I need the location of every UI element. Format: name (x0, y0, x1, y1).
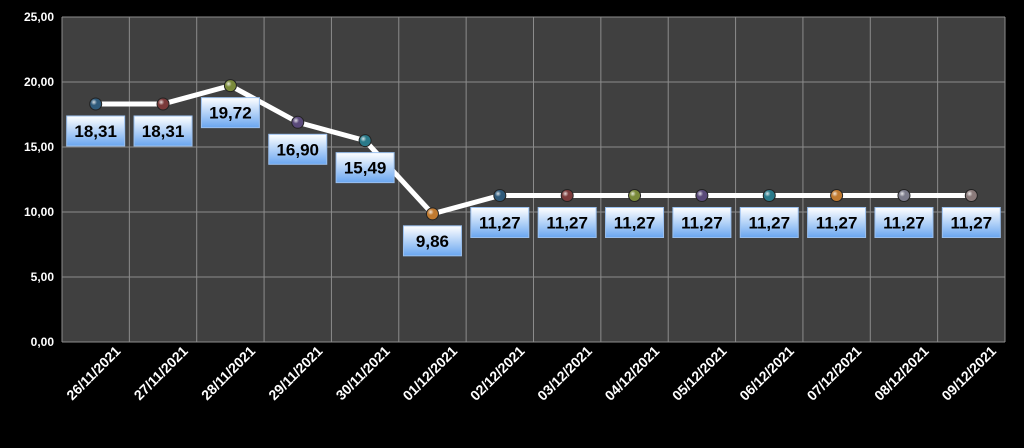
data-label: 18,31 (133, 115, 193, 147)
data-point-shine (897, 189, 910, 202)
data-label: 11,27 (807, 206, 867, 238)
data-label: 11,27 (941, 206, 1001, 238)
data-label-text: 16,90 (276, 140, 319, 159)
y-tick-label: 0,00 (31, 335, 55, 349)
data-label-box (739, 206, 799, 238)
data-label-text: 11,27 (681, 213, 723, 232)
data-point (964, 188, 978, 202)
data-label-text: 11,27 (546, 213, 588, 232)
data-point-shine (493, 189, 506, 202)
data-point-shine (157, 97, 170, 110)
data-point (425, 207, 439, 221)
data-label-text: 11,27 (951, 213, 993, 232)
data-label-text: 18,31 (74, 122, 117, 141)
data-label: 11,27 (672, 206, 732, 238)
data-label: 9,86 (402, 225, 462, 257)
y-tick-label: 5,00 (31, 270, 55, 284)
y-tick-label: 15,00 (24, 140, 54, 154)
data-point (762, 188, 776, 202)
data-label-text: 15,49 (344, 159, 387, 178)
data-label-box (200, 97, 260, 129)
data-label-text: 11,27 (479, 213, 521, 232)
data-label-text: 11,27 (816, 213, 858, 232)
data-point (830, 188, 844, 202)
data-label: 11,27 (739, 206, 799, 238)
data-label-box (874, 206, 934, 238)
data-point-shine (291, 116, 304, 129)
data-point (897, 188, 911, 202)
data-point (291, 115, 305, 129)
y-tick-label: 25,00 (24, 10, 54, 24)
data-label: 11,27 (874, 206, 934, 238)
data-label-text: 9,86 (416, 232, 449, 251)
data-label: 11,27 (470, 206, 530, 238)
data-point-shine (965, 189, 978, 202)
y-axis: 0,00 5,00 10,00 15,00 20,00 25,00 (24, 10, 54, 349)
data-point-shine (628, 189, 641, 202)
data-label-box (941, 206, 1001, 238)
data-point (695, 188, 709, 202)
data-label-text: 11,27 (748, 213, 790, 232)
data-label: 18,31 (66, 115, 126, 147)
data-label-box (470, 206, 530, 238)
data-point (89, 97, 103, 111)
data-label-text: 18,31 (142, 122, 185, 141)
data-label: 16,90 (268, 133, 328, 165)
data-point-shine (359, 134, 372, 147)
data-point (628, 188, 642, 202)
data-label-box (537, 206, 597, 238)
data-label: 11,27 (605, 206, 665, 238)
data-label-box (66, 115, 126, 147)
series (89, 79, 978, 221)
series-line (93, 83, 974, 217)
data-point-shine (426, 207, 439, 220)
data-point-shine (763, 189, 776, 202)
data-label-box (672, 206, 732, 238)
data-label-box (133, 115, 193, 147)
data-point (358, 134, 372, 148)
data-label-box (402, 225, 462, 257)
data-labels: 18,31 18,31 19,72 16,90 15,49 9,86 11,27 11,27 1… (66, 97, 1001, 257)
data-label-box (335, 152, 395, 184)
data-point (156, 97, 170, 111)
data-point (493, 188, 507, 202)
data-label-text: 11,27 (614, 213, 656, 232)
data-label: 19,72 (200, 97, 260, 129)
data-label-text: 11,27 (883, 213, 925, 232)
y-tick-label: 20,00 (24, 75, 54, 89)
data-label-text: 19,72 (209, 104, 252, 123)
y-tick-label: 10,00 (24, 205, 54, 219)
data-label-box (807, 206, 867, 238)
data-point-shine (695, 189, 708, 202)
data-point (560, 188, 574, 202)
data-point-shine (830, 189, 843, 202)
data-point (223, 79, 237, 93)
data-label: 11,27 (537, 206, 597, 238)
data-point-shine (561, 189, 574, 202)
data-point-shine (89, 97, 102, 110)
data-label-box (605, 206, 665, 238)
data-point-shine (224, 79, 237, 92)
data-label-box (268, 133, 328, 165)
data-label: 15,49 (335, 152, 395, 184)
